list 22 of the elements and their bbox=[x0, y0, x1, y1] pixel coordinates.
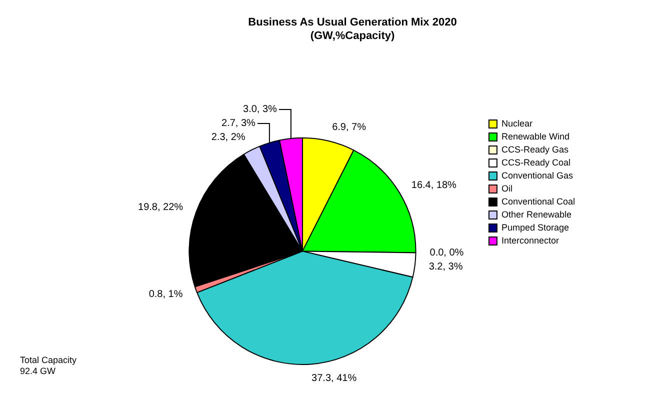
text: Total Capacity 92.4 GW bbox=[20, 355, 77, 377]
data-label: 0.8, 1% bbox=[148, 289, 183, 300]
data-label: 6.9, 7% bbox=[332, 122, 366, 134]
legend-label: Interconnector bbox=[501, 235, 559, 246]
chart-title: Business As Usual Generation Mix 2020 (GW,%Capacity) bbox=[248, 16, 457, 42]
text: 0.0, 0% bbox=[430, 248, 464, 259]
data-label: 37.3, 41% bbox=[312, 372, 357, 384]
data-label: 3.0, 3% bbox=[243, 104, 278, 116]
legend-label: Pumped Storage bbox=[501, 222, 569, 232]
legend-label: Renewable Wind bbox=[501, 131, 570, 142]
legend-label: Oil bbox=[501, 183, 512, 194]
data-label: 16.4, 18% bbox=[411, 180, 457, 192]
legend-label: Conventional Gas bbox=[501, 170, 574, 180]
data-label: 19.8, 22% bbox=[138, 202, 184, 213]
legend-label: CCS-Ready Gas bbox=[501, 144, 569, 154]
legend-label: CCS-Ready Coal bbox=[501, 157, 570, 168]
legend-label: Nuclear bbox=[501, 118, 532, 128]
legend-label: Conventional Coal bbox=[501, 196, 575, 206]
data-label: 2.7, 3% bbox=[222, 118, 256, 130]
legend-label: Other Renewable bbox=[501, 209, 572, 220]
data-label: 2.3, 2% bbox=[211, 132, 246, 144]
data-label: 3.2, 3% bbox=[428, 262, 463, 273]
